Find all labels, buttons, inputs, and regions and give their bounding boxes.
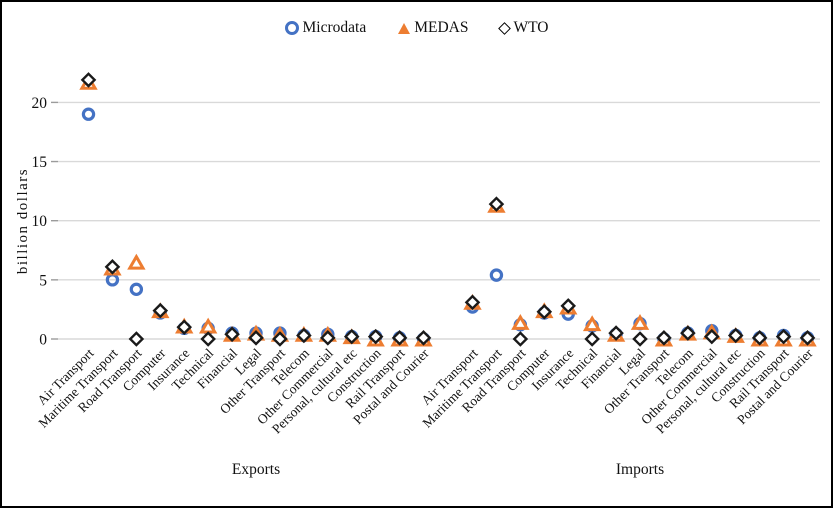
marker-wto bbox=[80, 72, 97, 88]
y-tick-label: 15 bbox=[32, 154, 48, 171]
legend-label-microdata: Microdata bbox=[302, 19, 367, 36]
chart-legend: Microdata MEDAS WTO bbox=[2, 19, 831, 37]
marker-wto bbox=[680, 325, 696, 341]
marker-medas bbox=[198, 317, 218, 334]
y-tick-label: 0 bbox=[39, 332, 47, 349]
marker-microdata bbox=[489, 268, 504, 282]
marker-wto bbox=[320, 330, 336, 346]
x-group-label-exports: Exports bbox=[232, 461, 280, 478]
marker-wto bbox=[176, 319, 193, 335]
marker-wto bbox=[367, 328, 384, 345]
marker-wto bbox=[536, 303, 553, 320]
legend-item-wto: WTO bbox=[498, 19, 549, 37]
marker-wto bbox=[632, 331, 648, 347]
y-axis-title: billion dollars bbox=[15, 168, 31, 274]
marker-wto bbox=[799, 330, 816, 346]
marker-wto bbox=[224, 326, 240, 343]
legend-item-microdata: Microdata bbox=[284, 19, 367, 37]
marker-wto bbox=[248, 330, 264, 346]
marker-wto bbox=[128, 331, 145, 347]
marker-wto bbox=[656, 330, 672, 346]
y-tick-label: 5 bbox=[39, 272, 47, 289]
marker-wto bbox=[104, 259, 121, 275]
marker-wto bbox=[415, 330, 432, 346]
marker-wto bbox=[584, 331, 600, 347]
marker-wto bbox=[391, 330, 408, 346]
legend-item-medas: MEDAS bbox=[398, 19, 468, 37]
marker-wto bbox=[272, 331, 288, 347]
marker-microdata bbox=[129, 282, 144, 297]
triangle-icon bbox=[398, 22, 411, 34]
y-tick-label: 20 bbox=[32, 95, 48, 112]
legend-label-wto: WTO bbox=[513, 19, 549, 36]
marker-wto bbox=[512, 331, 529, 347]
marker-wto bbox=[296, 327, 312, 344]
marker-wto bbox=[775, 328, 792, 345]
marker-medas bbox=[511, 314, 530, 330]
marker-wto bbox=[343, 328, 360, 345]
marker-wto bbox=[152, 302, 169, 319]
marker-wto bbox=[488, 196, 505, 212]
x-group-label-imports: Imports bbox=[616, 461, 664, 478]
marker-medas bbox=[630, 314, 650, 330]
marker-wto bbox=[200, 331, 216, 347]
y-tick-label: 10 bbox=[32, 213, 48, 230]
marker-medas bbox=[582, 315, 602, 332]
legend-label-medas: MEDAS bbox=[414, 19, 469, 36]
marker-wto bbox=[704, 328, 720, 345]
open-circle-icon bbox=[284, 21, 299, 35]
marker-microdata bbox=[81, 107, 96, 121]
marker-wto bbox=[727, 327, 744, 344]
marker-wto bbox=[464, 294, 481, 311]
marker-wto bbox=[608, 325, 624, 341]
marker-wto bbox=[560, 298, 577, 314]
marker-wto bbox=[751, 330, 768, 346]
marker-medas bbox=[127, 253, 146, 270]
